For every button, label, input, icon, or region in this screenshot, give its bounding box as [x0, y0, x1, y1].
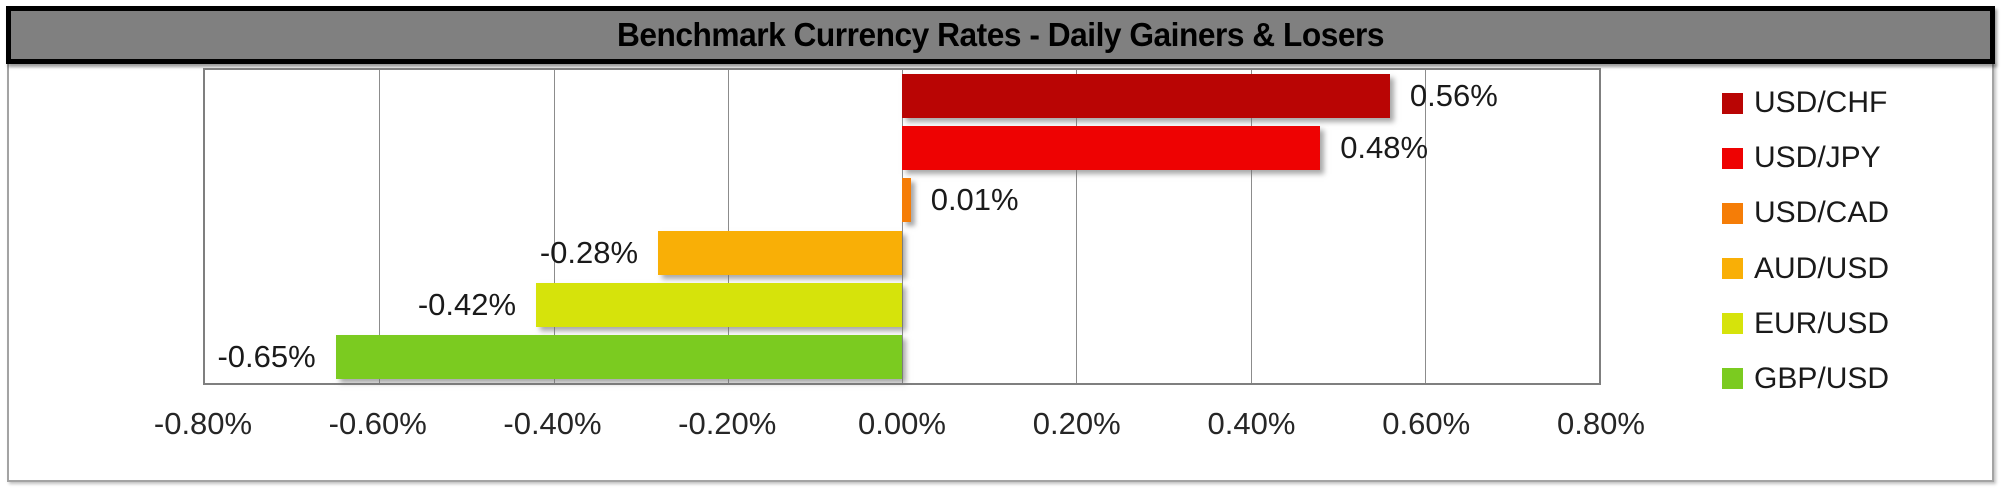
- legend-item-usd-chf[interactable]: USD/CHF: [1722, 86, 1889, 120]
- x-tick-label: 0.20%: [1032, 406, 1121, 441]
- value-label-usd-chf: 0.56%: [1409, 78, 1498, 114]
- legend-label: USD/JPY: [1754, 141, 1881, 175]
- legend: USD/CHF USD/JPY USD/CAD AUD/USD EUR/USD GBP/U…: [1722, 86, 1889, 396]
- legend-item-eur-usd[interactable]: EUR/USD: [1722, 307, 1889, 341]
- legend-swatch-icon: [1722, 202, 1743, 224]
- x-tick-label: -0.80%: [153, 406, 253, 441]
- gridline: [1250, 70, 1252, 383]
- legend-item-gbp-usd[interactable]: GBP/USD: [1722, 362, 1889, 396]
- bar-usd-jpy[interactable]: [902, 126, 1321, 171]
- gridline: [902, 70, 903, 383]
- x-tick-label: -0.40%: [503, 406, 602, 441]
- x-tick-label: 0.60%: [1382, 406, 1471, 441]
- legend-item-usd-jpy[interactable]: USD/JPY: [1722, 141, 1889, 175]
- value-label-usd-jpy: 0.48%: [1340, 130, 1429, 166]
- gridline: [553, 70, 555, 383]
- legend-item-usd-cad[interactable]: USD/CAD: [1722, 196, 1889, 230]
- legend-label: EUR/USD: [1754, 306, 1890, 340]
- chart-title-bar: Benchmark Currency Rates - Daily Gainers…: [6, 6, 1995, 64]
- value-label-gbp-usd: -0.65%: [217, 338, 316, 374]
- legend-label: USD/CHF: [1754, 86, 1888, 119]
- bar-eur-usd[interactable]: [536, 282, 902, 327]
- legend-swatch-icon: [1722, 368, 1743, 390]
- value-label-aud-usd: -0.28%: [539, 234, 639, 270]
- chart-title: Benchmark Currency Rates - Daily Gainers…: [616, 16, 1385, 53]
- legend-label: GBP/USD: [1754, 361, 1890, 395]
- gridline: [1424, 70, 1426, 383]
- x-tick-label: -0.20%: [678, 406, 777, 441]
- legend-item-aud-usd[interactable]: AUD/USD: [1722, 252, 1889, 286]
- x-tick-label: 0.40%: [1207, 406, 1296, 441]
- legend-swatch-icon: [1722, 147, 1743, 169]
- legend-label: AUD/USD: [1754, 251, 1890, 285]
- legend-label: USD/CAD: [1754, 196, 1890, 230]
- value-label-eur-usd: -0.42%: [417, 286, 517, 322]
- plot-area: 0.56% 0.48% 0.01% -0.28% -0.42% -0.65%: [203, 68, 1601, 385]
- gridline: [727, 70, 729, 383]
- bar-aud-usd[interactable]: [658, 230, 902, 275]
- bar-usd-chf[interactable]: [902, 74, 1390, 119]
- gridline: [1076, 70, 1078, 383]
- value-label-usd-cad: 0.01%: [930, 182, 1019, 218]
- x-tick-label: 0.00%: [858, 406, 946, 441]
- gridline: [379, 70, 381, 383]
- x-tick-label: 0.80%: [1557, 406, 1645, 441]
- x-axis: -0.80% -0.60% -0.40% -0.20% 0.00% 0.20% 0.40% 0…: [154, 398, 1645, 450]
- legend-swatch-icon: [1722, 258, 1743, 280]
- bar-gbp-usd[interactable]: [335, 334, 902, 379]
- x-tick-label: -0.60%: [328, 406, 427, 441]
- bar-usd-cad[interactable]: [902, 178, 911, 223]
- legend-swatch-icon: [1722, 313, 1743, 335]
- legend-swatch-icon: [1722, 92, 1743, 114]
